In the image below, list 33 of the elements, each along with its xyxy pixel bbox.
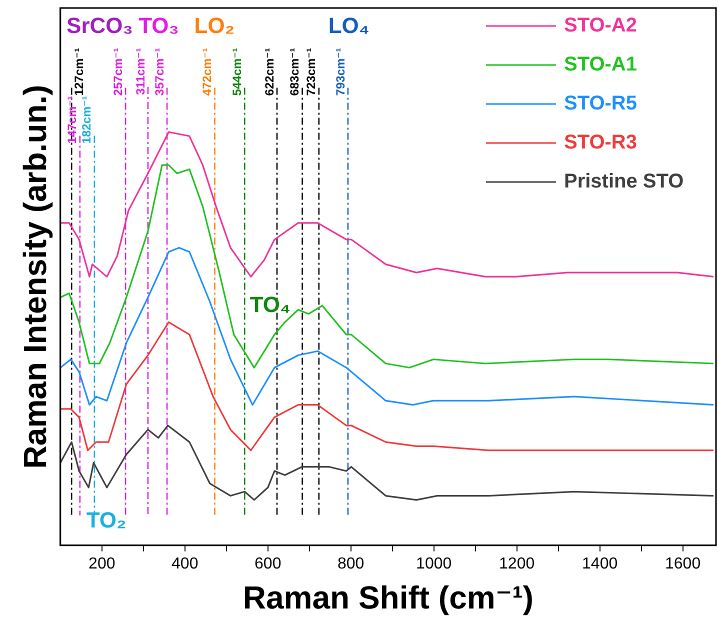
text: SrCO₃ — [66, 12, 133, 38]
ref-line-label: 357cm⁻¹ — [152, 48, 166, 96]
x-tick-label: 1600 — [665, 555, 701, 572]
annotation: TO₄ — [250, 292, 291, 317]
x-tick-label: 1200 — [499, 555, 535, 572]
ref-line-label: 127cm⁻¹ — [72, 48, 86, 96]
ref-line-label: 257cm⁻¹ — [110, 48, 125, 96]
y-axis-title: Raman Intensity (arb.un.) — [17, 84, 54, 469]
ref-line-label: 311cm⁻¹ — [133, 48, 148, 96]
x-tick-label: 600 — [254, 555, 282, 572]
x-axis-title: Raman Shift (cm⁻¹) — [242, 580, 534, 616]
ref-line-label: 147cm⁻¹ — [65, 96, 80, 144]
legend-label: STO-R3 — [564, 132, 637, 154]
x-tick-label: 400 — [172, 555, 198, 572]
text: TO₃ — [138, 12, 179, 38]
ref-line-label: 683cm⁻¹ — [288, 48, 302, 96]
ref-line-label: 182cm⁻¹ — [80, 96, 94, 144]
legend-label: STO-R5 — [564, 92, 637, 115]
ref-line-label: 622cm⁻¹ — [262, 48, 276, 96]
ref-line-label: 723cm⁻¹ — [304, 48, 318, 96]
ref-line-label: 793cm⁻¹ — [333, 48, 348, 96]
x-tick-label: 1400 — [582, 555, 618, 572]
legend-label: Pristine STO — [564, 170, 684, 193]
x-tick-label: 800 — [338, 555, 364, 572]
text: LO₂ — [194, 12, 235, 38]
ref-line-label: 544cm⁻¹ — [230, 48, 244, 96]
x-tick-label: 200 — [88, 555, 116, 572]
text: LO₄ — [328, 12, 370, 38]
x-tick-label: 1000 — [416, 555, 452, 572]
annotation: TO₂ — [86, 507, 126, 532]
ref-line-label: 472cm⁻¹ — [200, 48, 214, 96]
legend-label: STO-A2 — [564, 14, 637, 37]
legend-label: STO-A1 — [564, 54, 637, 76]
